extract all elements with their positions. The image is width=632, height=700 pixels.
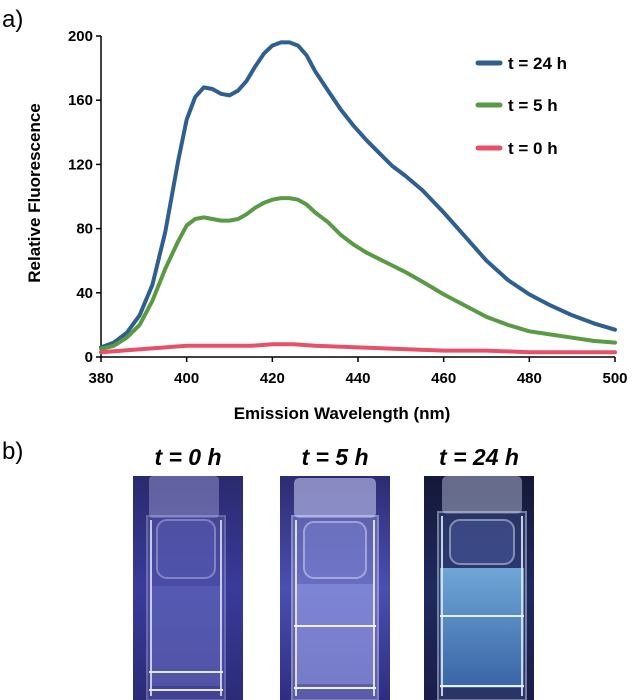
chart-series-layer	[99, 40, 617, 355]
cuvette-caption: t = 0 h	[154, 444, 222, 470]
cuvette-image	[280, 476, 390, 700]
chart-axes: 0 40 80 120 160 200 380 400 420 440 460 480 500	[68, 28, 628, 387]
y-tick-label: 80	[76, 221, 93, 238]
fluorescence-chart: 0 40 80 120 160 200 380 400 420 440 460 480 500 t = …	[25, 28, 628, 423]
x-tick-label: 380	[88, 370, 113, 387]
cuvette-image	[424, 476, 534, 700]
cuvette-photo	[133, 476, 243, 700]
y-tick-label: 40	[76, 285, 93, 302]
cuvette-t5: t = 5 h	[280, 444, 390, 700]
panel-b-label: b)	[2, 438, 24, 465]
y-axis-title: Relative Fluorescence	[25, 103, 44, 283]
x-tick-label: 460	[431, 370, 456, 387]
y-tick-label: 0	[85, 349, 93, 366]
cuvette-image	[133, 476, 243, 700]
series-line-2	[99, 342, 617, 355]
cuvette-t24: t = 24 h	[424, 444, 534, 700]
x-tick-label: 480	[517, 370, 542, 387]
y-tick-label: 120	[68, 156, 93, 173]
x-tick-label: 500	[602, 370, 627, 387]
cuvette-t0: t = 0 h	[133, 444, 243, 700]
cuvette-caption: t = 24 h	[439, 444, 519, 470]
series-line-1	[99, 196, 617, 351]
cuvette-photo	[424, 476, 534, 700]
cuvette-caption: t = 5 h	[301, 444, 369, 470]
x-tick-label: 420	[260, 370, 285, 387]
legend-label: t = 24 h	[508, 54, 567, 73]
series-line-0	[99, 40, 617, 350]
panel-a-label: a)	[2, 6, 24, 33]
x-tick-label: 400	[174, 370, 199, 387]
legend-label: t = 5 h	[508, 96, 558, 115]
legend-label: t = 0 h	[508, 139, 558, 158]
chart-legend: t = 24 h t = 5 h t = 0 h	[475, 54, 567, 158]
y-tick-label: 200	[68, 28, 93, 45]
y-tick-label: 160	[68, 92, 93, 109]
x-axis-title: Emission Wavelength (nm)	[234, 404, 451, 423]
x-tick-label: 440	[345, 370, 370, 387]
cuvette-photo	[280, 476, 390, 700]
